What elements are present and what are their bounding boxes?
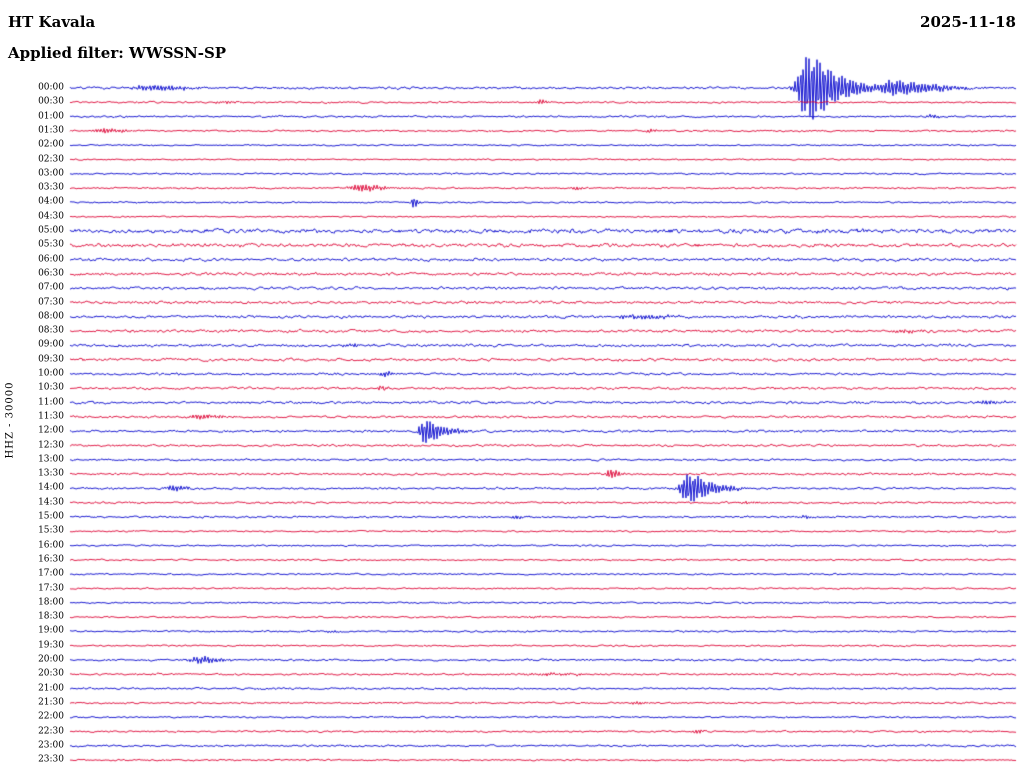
trace-time-label: 19:00 [38, 625, 64, 636]
trace-time-labels: 00:00 00:30 01:00 01:30 02:00 02:30 03:00 03:30… [0, 0, 64, 780]
trace-time-label: 21:00 [38, 683, 64, 694]
trace-time-label: 11:30 [38, 411, 64, 422]
trace-time-label: 06:00 [38, 254, 64, 265]
trace-time-label: 16:00 [38, 540, 64, 551]
trace-time-label: 14:00 [38, 482, 64, 493]
trace-time-label: 22:00 [38, 711, 64, 722]
trace-time-label: 23:30 [38, 754, 64, 765]
trace-time-label: 16:30 [38, 554, 64, 565]
trace-time-label: 15:30 [38, 525, 64, 536]
trace-time-label: 20:30 [38, 668, 64, 679]
trace-time-label: 01:30 [38, 125, 64, 136]
trace-time-label: 05:30 [38, 239, 64, 250]
trace-time-label: 01:00 [38, 111, 64, 122]
trace-time-label: 11:00 [38, 397, 64, 408]
trace-time-label: 18:30 [38, 611, 64, 622]
trace-time-label: 19:30 [38, 640, 64, 651]
trace-time-label: 08:30 [38, 325, 64, 336]
trace-time-label: 02:00 [38, 139, 64, 150]
trace-time-label: 06:30 [38, 268, 64, 279]
trace-time-label: 15:00 [38, 511, 64, 522]
trace-time-label: 07:30 [38, 297, 64, 307]
trace-time-label: 18:00 [38, 597, 64, 608]
trace-time-label: 03:30 [38, 182, 64, 193]
trace-time-label: 17:00 [38, 568, 64, 579]
trace-time-label: 20:00 [38, 654, 64, 665]
trace-time-label: 07:00 [38, 282, 64, 293]
trace-time-label: 13:00 [38, 454, 64, 465]
trace-time-label: 03:00 [38, 168, 64, 179]
trace-time-label: 12:00 [38, 425, 64, 436]
trace-time-label: 10:30 [38, 382, 64, 393]
trace-time-label: 14:30 [38, 497, 64, 508]
trace-time-label: 12:30 [38, 440, 64, 450]
trace-time-label: 13:30 [38, 468, 64, 479]
trace-time-label: 05:00 [38, 225, 64, 236]
trace-time-label: 17:30 [38, 583, 64, 593]
trace-time-label: 23:00 [38, 740, 64, 751]
trace-time-label: 00:30 [38, 96, 64, 107]
trace-time-label: 04:00 [38, 196, 64, 207]
trace-time-label: 04:30 [38, 211, 64, 222]
trace-time-label: 09:30 [38, 354, 64, 365]
trace-time-label: 02:30 [38, 154, 64, 164]
trace-time-label: 09:00 [38, 339, 64, 350]
trace-time-label: 00:00 [38, 82, 64, 93]
trace-time-label: 21:30 [38, 697, 64, 708]
trace-time-label: 22:30 [38, 726, 64, 736]
trace-time-label: 10:00 [38, 368, 64, 379]
trace-time-label: 08:00 [38, 311, 64, 322]
